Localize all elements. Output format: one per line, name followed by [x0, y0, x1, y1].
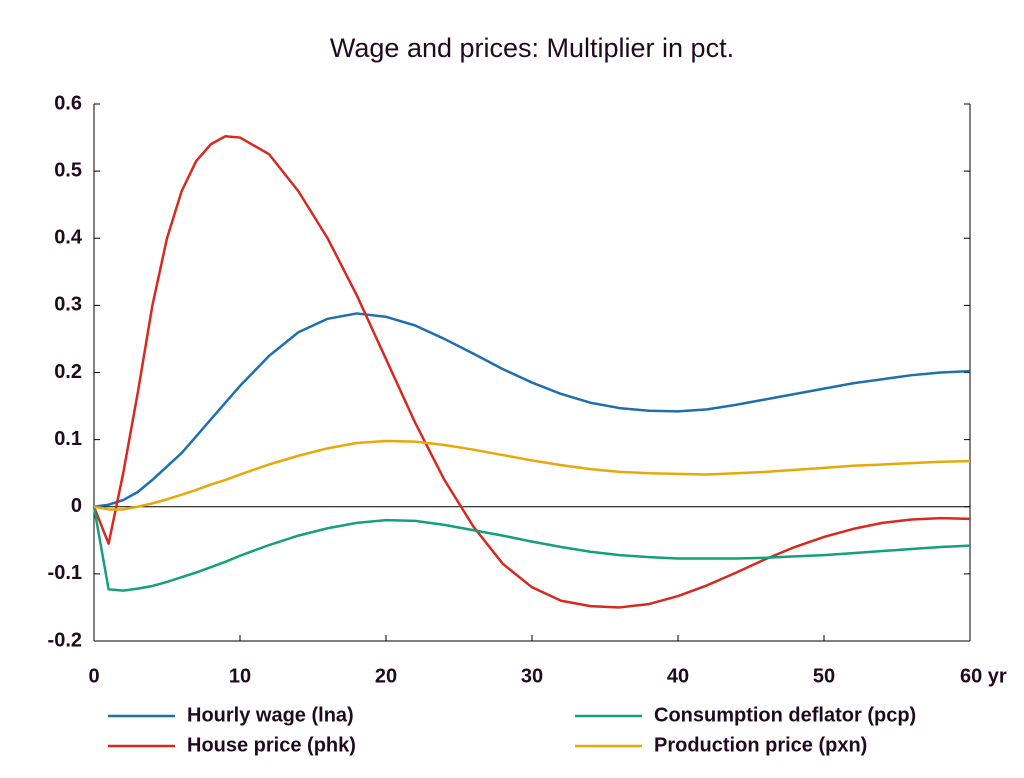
y-tick-label: 0.6	[54, 92, 82, 114]
series-line	[93, 312, 971, 508]
y-tick-label: -0.1	[48, 562, 82, 584]
x-tick-label: 50	[813, 665, 835, 687]
y-tick-label: 0.1	[54, 428, 82, 450]
series-line	[92, 506, 971, 592]
chart-title: Wage and prices: Multiplier in pct.	[330, 33, 734, 63]
legend-label: Consumption deflator (pcp)	[654, 704, 916, 726]
legend-label: Production price (pxn)	[654, 734, 867, 756]
x-tick-label: 0	[88, 665, 99, 687]
y-tick-label: 0.5	[54, 159, 82, 181]
x-tick-label: 10	[229, 665, 251, 687]
x-tick-label: 20	[375, 665, 397, 687]
series-line	[93, 439, 971, 511]
series-line	[92, 134, 971, 609]
y-tick-label: 0.3	[54, 294, 82, 316]
y-tick-label: 0	[71, 495, 82, 517]
y-tick-label: 0.4	[54, 227, 83, 249]
legend-label: Hourly wage (lna)	[187, 704, 354, 726]
x-tick-label: 30	[521, 665, 543, 687]
x-tick-label: 40	[667, 665, 689, 687]
x-tick-label: 60 yr	[960, 665, 1007, 687]
y-tick-label: 0.2	[54, 361, 82, 383]
y-tick-label: -0.2	[48, 629, 82, 651]
legend-label: House price (phk)	[187, 734, 356, 756]
